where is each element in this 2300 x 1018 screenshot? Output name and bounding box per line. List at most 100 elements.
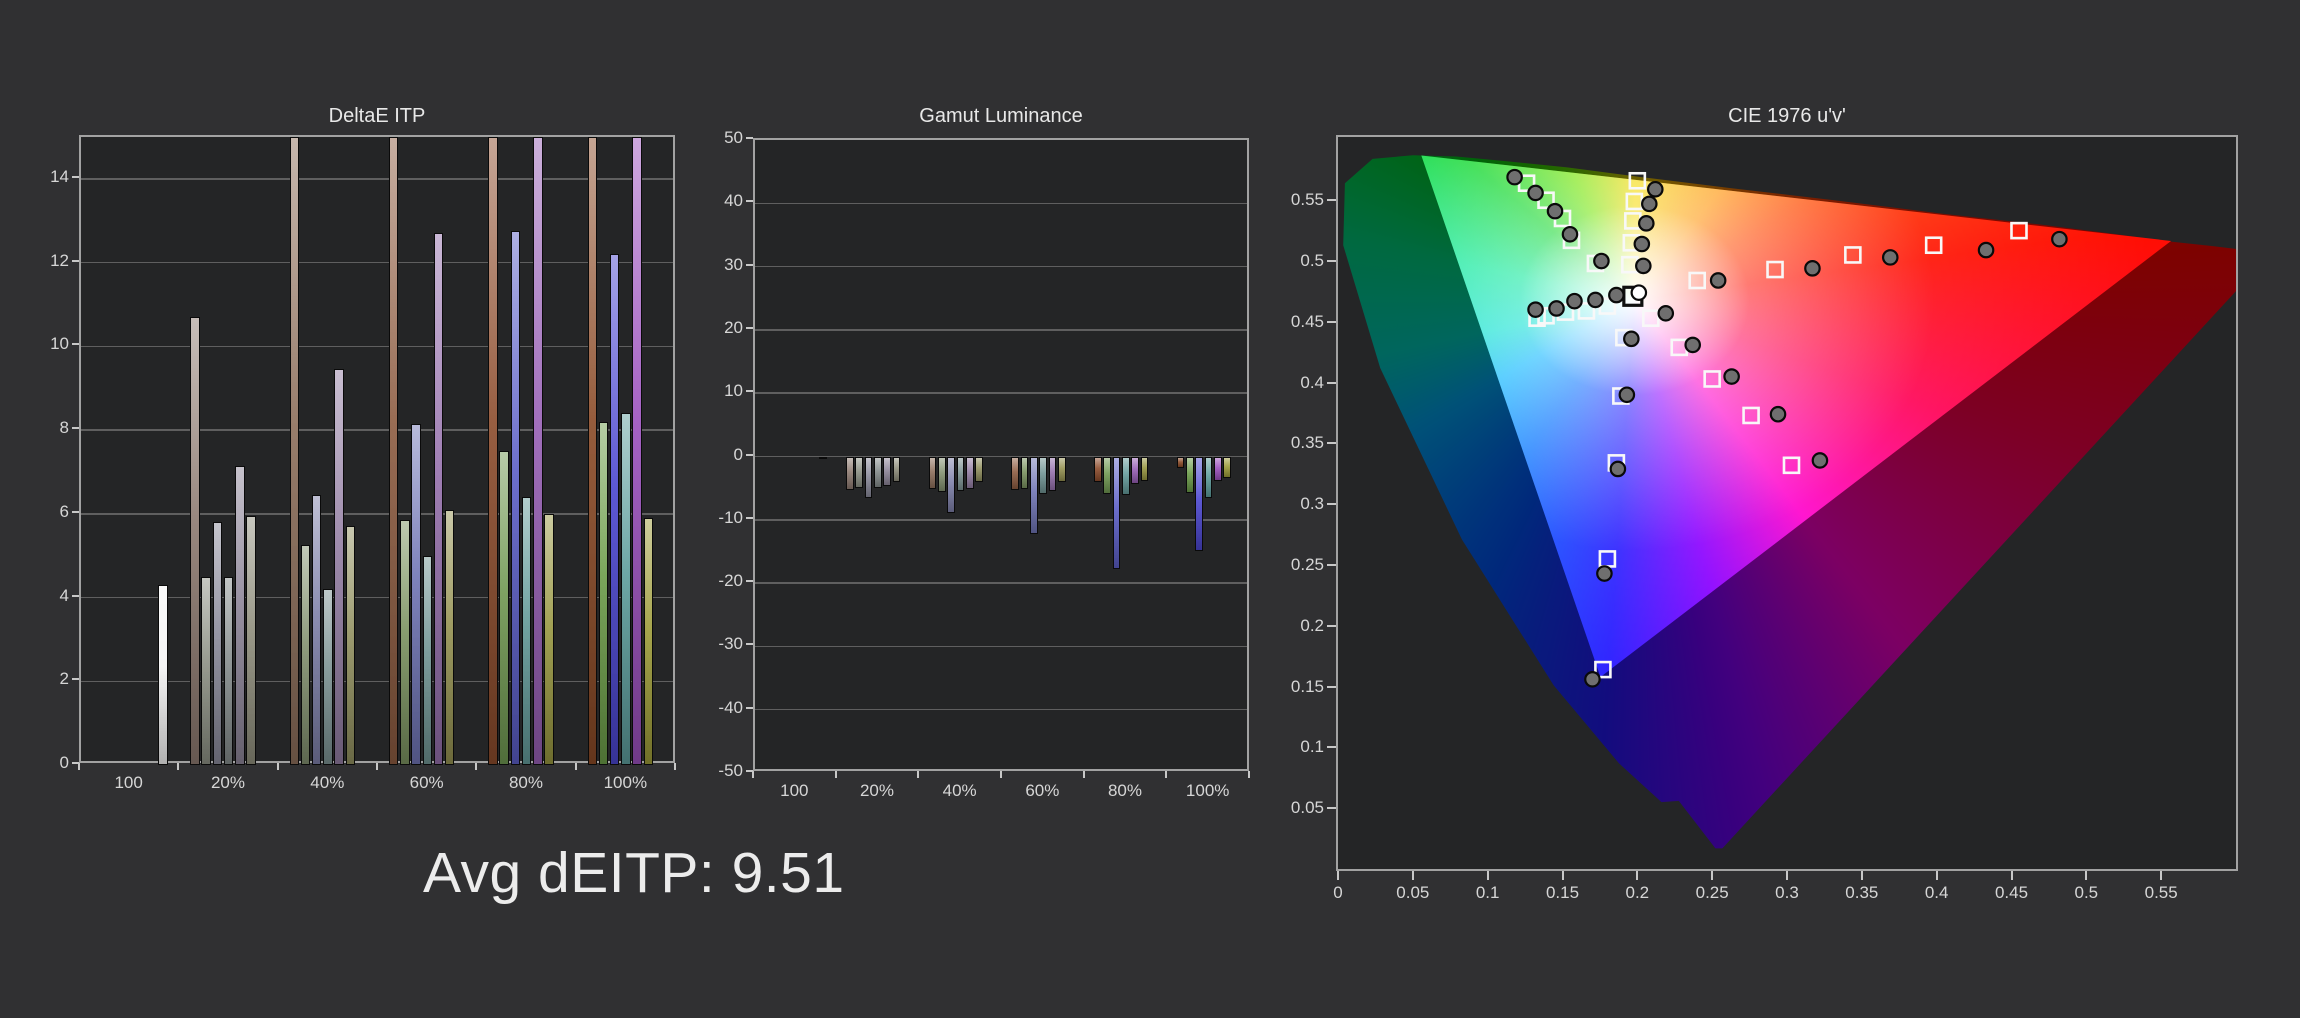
target-square-magenta [1703,370,1721,388]
x-axis-tick-mark [1000,771,1002,778]
gridline [81,261,673,264]
bar-green-40% [937,456,946,492]
target-square-yellow [1621,255,1639,274]
cie-y-tick-mark [1327,685,1336,688]
y-axis-tick-mark [72,594,79,597]
cie-y-tick-mark [1327,503,1336,506]
cie-x-tick-label: 0.45 [1994,883,2029,902]
bar-blue-20% [864,456,873,499]
y-axis-tick-label: 30 [724,254,743,274]
bar-cyan-60% [422,555,433,765]
bar-white-100 [819,456,828,459]
bar-red-20% [190,317,200,765]
x-axis-tick-mark [1082,771,1085,778]
bar-cyan-40% [956,456,965,492]
x-axis-tick-mark [1165,771,1168,778]
measured-circle-yellow [1633,235,1651,253]
cie-x-tick-label: 0.1 [1475,883,1500,902]
bar-magenta-60% [1048,456,1057,492]
y-axis-tick-mark [72,427,79,430]
gridline [755,392,1247,394]
measured-circle-red [1709,272,1727,289]
measured-circle-red [1881,249,1899,266]
target-square-red [1688,271,1707,290]
gridline [81,680,673,683]
bar-magenta-80% [1131,456,1140,485]
bar-yellow-20% [246,515,256,765]
bar-magenta-20% [883,456,892,487]
measured-circle-blue [1596,565,1613,582]
measured-circle-magenta [1769,405,1787,423]
bar-cyan-20% [223,576,234,765]
bar-yellow-80% [1140,456,1149,481]
x-axis-category-label: 40% [310,773,345,792]
gridline [755,645,1247,648]
measured-circle-cyan [1548,300,1565,317]
target-square-blue [1598,550,1617,568]
cie-diagram-plot-area [1336,135,2238,871]
measured-circle-cyan [1608,286,1625,304]
bar-blue-60% [1029,456,1038,535]
cie-x-tick-mark [2010,871,2013,880]
x-axis-tick-mark [78,763,80,770]
y-axis-tick-label: 8 [59,418,69,438]
bar-blue-40% [312,494,322,765]
bar-blue-60% [411,423,421,765]
deltae-plot-area [79,135,675,765]
y-axis-tick-label: 0 [59,753,69,772]
cie-x-tick-mark [1411,871,1414,880]
bar-cyan-20% [873,456,882,489]
cie-x-tick-label: 0.4 [1924,883,1949,902]
cie-x-tick-label: 0.3 [1775,883,1799,902]
gamut-luminance-plot-area [753,138,1249,771]
bar-red-80% [1093,456,1102,482]
y-axis-tick-label: -40 [718,697,743,717]
measured-circle-blue [1584,671,1601,688]
x-axis-category-label: 60% [1025,781,1060,800]
y-axis-tick-label: 10 [724,381,743,401]
cie-y-tick-mark [1327,807,1336,810]
cie-x-tick-label: 0.05 [1396,883,1430,902]
bar-blue-20% [212,522,223,765]
cie-x-tick-label: 0.5 [2074,883,2099,902]
cie-y-tick-mark [1327,199,1336,202]
y-axis-tick-mark [72,678,79,681]
bar-magenta-40% [965,456,974,490]
cie-y-tick-label: 0.1 [1300,737,1324,757]
measured-circle-red [2051,230,2068,248]
measured-circle-magenta [1723,368,1740,385]
y-axis-tick-label: 0 [733,444,743,464]
cie-y-tick-label: 0.45 [1290,311,1324,331]
measured-circle-yellow [1638,215,1655,232]
cie-x-tick-mark [1337,871,1339,880]
x-axis-tick-mark [1248,771,1250,778]
measured-circle-blue [1609,460,1627,478]
target-square-red [2010,221,2028,240]
bar-yellow-100% [1223,456,1232,479]
y-axis-tick-mark [72,259,79,262]
cie-x-tick-mark [1860,871,1863,880]
cie-y-tick-mark [1327,381,1336,384]
x-axis-tick-mark [674,763,676,770]
cie-x-tick-label: 0.2 [1625,883,1650,902]
cie-measurement-points [1506,168,2068,688]
measured-circle-magenta [1684,336,1702,354]
measured-circle-white [1630,284,1648,301]
target-square-red [1844,246,1862,264]
x-axis-category-label: 100% [1185,781,1230,800]
cie-y-tick-label: 0.2 [1300,615,1324,635]
x-axis-category-label: 100 [114,773,143,792]
y-axis-tick-label: 12 [50,250,69,270]
y-axis-tick-mark [746,453,753,456]
bar-red-60% [388,137,399,765]
gridline [755,455,1247,458]
bar-yellow-20% [892,456,901,483]
x-axis-tick-mark [177,763,180,770]
target-square-blue [1594,660,1612,679]
y-axis-tick-mark [746,326,753,329]
x-axis-category-label: 100 [780,781,809,800]
y-axis-tick-mark [746,137,753,139]
measured-circle-green [1561,225,1579,243]
cie-y-tick-label: 0.4 [1300,372,1324,392]
